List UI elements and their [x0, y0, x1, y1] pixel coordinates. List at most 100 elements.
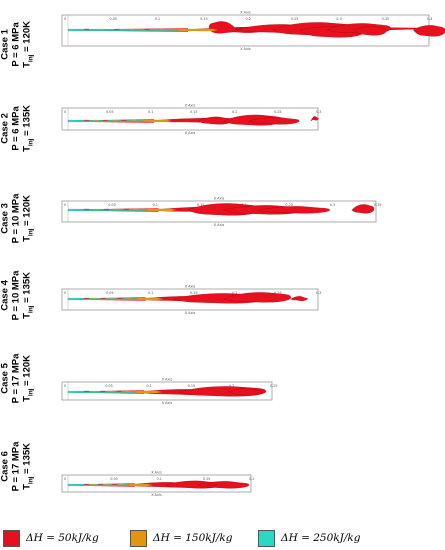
x-tick-label: 0.35 [382, 17, 390, 21]
x-tick-label: 0.05 [105, 384, 113, 388]
iso-50-blob [248, 117, 300, 125]
x-tick-label: 0.1 [148, 291, 153, 295]
x-tick-label: 0.05 [106, 291, 114, 295]
x-tick-label: 0.15 [203, 477, 211, 481]
x-tick-label: 0.25 [291, 17, 299, 21]
iso-streak [129, 28, 135, 30]
iso-streak [103, 208, 109, 210]
x-tick-label: 0 [64, 203, 66, 207]
legend-item-50: ΔH = 50kJ/kg [3, 528, 99, 548]
iso-streak [112, 483, 118, 485]
iso-50-blob [228, 388, 262, 396]
x-tick-label: 0.35 [374, 203, 382, 207]
iso-streak [93, 119, 99, 121]
legend-label-150: ΔH = 150kJ/kg [153, 532, 233, 544]
x-tick-label: 0.3 [336, 17, 341, 21]
iso-50-blob [310, 116, 319, 122]
axis-title-bottom: X Axis [214, 223, 225, 227]
iso-streak [144, 28, 150, 30]
iso-50-blob [197, 481, 250, 489]
x-tick-label: 0.05 [110, 477, 118, 481]
x-tick-label: 0.15 [190, 291, 198, 295]
case-panels: Case 1 P = 6 MPa Tinj = 120K Case 2 P = … [0, 11, 445, 497]
x-tick-label: 0.1 [155, 17, 160, 21]
panel-case-2: 0 0.05 0.1 0.15 0.2 0.25 0.3 X Axis X Axis [61, 104, 321, 135]
x-tick-label: 0.15 [188, 384, 196, 388]
x-tick-label: 0.2 [232, 110, 237, 114]
iso-streak [112, 119, 118, 121]
axis-title-bottom: X Axis [151, 493, 162, 497]
iso-streak [125, 297, 131, 299]
x-tick-label: 0.05 [106, 110, 114, 114]
iso-streak [99, 28, 105, 30]
iso-streak [131, 119, 137, 121]
isosurface-plots: 0 0.05 0.1 0.15 0.2 0.25 0.3 0.35 0.4 X Axis X Axi… [61, 11, 445, 497]
panel-frame [61, 474, 252, 493]
iso-50-blob [223, 292, 292, 303]
panel-frame [61, 381, 273, 401]
x-tick-label: 0.15 [190, 110, 198, 114]
iso-streak [102, 119, 108, 121]
axis-title-bottom: X Axis [185, 131, 196, 135]
iso-streak [109, 297, 115, 299]
iso-50-blob [208, 21, 237, 34]
iso-50-blob [290, 296, 308, 301]
x-tick-label: 0 [64, 384, 66, 388]
axis-title-top: X Axis [214, 197, 225, 201]
iso-streak [114, 28, 120, 30]
x-tick-label: 0.25 [270, 384, 278, 388]
iso-50-blob [206, 483, 217, 487]
x-tick-label: 0.2 [249, 477, 254, 481]
legend-swatch-red [3, 529, 20, 547]
x-tick-label: 0.3 [316, 110, 321, 114]
iso-streak [121, 119, 127, 121]
panel-case-5: 0 0.05 0.1 0.15 0.2 0.25 X Axis X Axis [61, 378, 278, 405]
iso-50-blob [354, 26, 387, 36]
iso-streak [84, 208, 89, 210]
x-tick-label: 0.3 [316, 291, 321, 295]
x-tick-label: 0.1 [148, 110, 153, 114]
iso-250-core [67, 28, 179, 32]
x-tick-label: 0.2 [246, 17, 251, 21]
iso-streak [100, 297, 106, 299]
legend-swatch-orange [130, 529, 147, 547]
legend-swatch-teal [258, 529, 275, 547]
iso-streak [84, 28, 89, 30]
iso-streak [116, 390, 122, 392]
iso-streak [119, 483, 125, 485]
axis-title-bottom: X Axis [162, 401, 173, 405]
x-tick-label: 0.05 [109, 17, 117, 21]
iso-streak [92, 297, 98, 299]
axis-title-bottom: X Axis [185, 311, 196, 315]
legend-item-250: ΔH = 250kJ/kg [258, 528, 360, 548]
panel-frame [61, 288, 319, 311]
panel-case-6: 0 0.05 0.1 0.15 0.2 X Axis X Axis [61, 471, 254, 497]
x-tick-label: 0.25 [274, 110, 282, 114]
axis-title-top: X Axis [185, 285, 196, 289]
x-tick-label: 0.25 [285, 203, 293, 207]
iso-streak [84, 119, 89, 121]
x-tick-label: 0.1 [157, 477, 162, 481]
legend: ΔH = 50kJ/kg ΔH = 150kJ/kg ΔH = 250kJ/kg [0, 528, 445, 548]
legend-label-50: ΔH = 50kJ/kg [26, 532, 99, 544]
iso-streak [100, 390, 106, 392]
iso-streak [84, 297, 89, 299]
panel-case-4: 0 0.05 0.1 0.15 0.2 0.25 0.3 X Axis X Axis [61, 285, 321, 315]
x-tick-label: 0.4 [427, 17, 432, 21]
iso-streak [93, 208, 99, 210]
x-tick-label: 0.15 [200, 17, 208, 21]
x-tick-label: 0 [64, 291, 66, 295]
x-tick-label: 0 [64, 110, 66, 114]
axis-title-bottom: X Axis [240, 47, 251, 51]
legend-label-250: ΔH = 250kJ/kg [281, 532, 361, 544]
iso-streak [92, 390, 98, 392]
x-tick-label: 0.1 [153, 203, 158, 207]
iso-streak [117, 297, 123, 299]
iso-50-blob [351, 204, 375, 214]
legend-item-150: ΔH = 150kJ/kg [130, 528, 232, 548]
iso-streak [133, 208, 139, 210]
x-tick-label: 0.1 [146, 384, 151, 388]
axis-title-top: X Axis [240, 11, 251, 15]
iso-streak [105, 483, 111, 485]
